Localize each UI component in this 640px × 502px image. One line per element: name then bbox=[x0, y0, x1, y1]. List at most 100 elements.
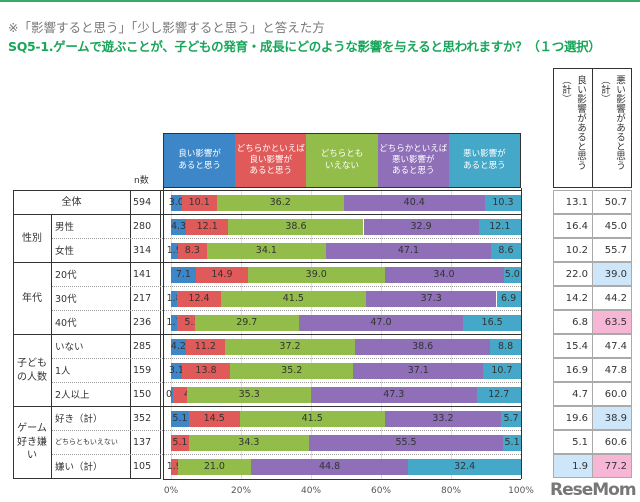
row-label: 40代 bbox=[55, 318, 77, 329]
bar-segment-label-2: 5.1 bbox=[172, 437, 188, 448]
bar-segment-3 bbox=[228, 219, 364, 235]
bar-segment-4 bbox=[311, 387, 477, 403]
bar-segment-4 bbox=[384, 411, 502, 427]
row-label: どちらともいえない bbox=[55, 438, 118, 446]
bar-segment-label-4: 37.3 bbox=[420, 293, 442, 304]
bar-segment-3 bbox=[188, 435, 309, 451]
row-divider bbox=[52, 286, 521, 287]
bad-total-value: 60.6 bbox=[592, 430, 632, 454]
row-divider bbox=[52, 238, 521, 239]
bar-segment-label-5: 8.6 bbox=[498, 245, 514, 256]
bar-segment-5 bbox=[483, 363, 521, 379]
bar-segment-5 bbox=[478, 219, 521, 235]
group-divider bbox=[13, 334, 521, 335]
bar-segment-1 bbox=[171, 387, 174, 403]
n-value: 217 bbox=[133, 292, 152, 304]
bar-segment-3 bbox=[194, 315, 299, 331]
bar-segment-label-4: 32.9 bbox=[410, 221, 432, 232]
row-divider bbox=[52, 454, 521, 455]
bar-segment-label-1: 3.1 bbox=[168, 365, 184, 376]
bar-segment-label-5: 12.7 bbox=[488, 389, 510, 400]
chart-border bbox=[521, 188, 522, 479]
bar-segment-1 bbox=[171, 219, 187, 235]
x-tick-label: 100% bbox=[508, 486, 534, 496]
bar-segment-label-5: 10.3 bbox=[492, 197, 514, 208]
bad-total-value: 63.5 bbox=[592, 310, 632, 334]
group-label: ゲーム 好き嫌 い bbox=[13, 406, 52, 478]
n-value: 352 bbox=[133, 412, 152, 424]
good-total-value: 4.7 bbox=[553, 382, 593, 406]
group-label: 子ども の人数 bbox=[13, 334, 52, 406]
n-value: 150 bbox=[133, 388, 152, 400]
bar-segment-label-4: 40.4 bbox=[403, 197, 425, 208]
bar-segment-4 bbox=[308, 435, 504, 451]
good-total-value: 13.1 bbox=[553, 190, 593, 214]
bad-total-value: 44.2 bbox=[592, 286, 632, 310]
bad-total-value: 55.7 bbox=[592, 238, 632, 262]
bar-segment-label-4: 34.0 bbox=[433, 269, 455, 280]
good-total-value: 15.4 bbox=[553, 334, 593, 358]
bar-segment-label-1: 1.8 bbox=[166, 293, 182, 304]
good-total-value: 6.8 bbox=[553, 310, 593, 334]
bar-segment-2 bbox=[185, 339, 225, 355]
bar-segment-label-3: 39.0 bbox=[305, 269, 327, 280]
row-divider bbox=[52, 310, 521, 311]
row-divider bbox=[52, 430, 521, 431]
n-value: 105 bbox=[133, 460, 152, 472]
bar-segment-2 bbox=[171, 459, 178, 475]
bar-segment-label-3: 41.5 bbox=[301, 413, 323, 424]
bar-segment-label-3: 41.5 bbox=[282, 293, 304, 304]
bar-segment-label-2: 11.2 bbox=[194, 341, 216, 352]
bar-segment-2 bbox=[181, 195, 217, 211]
question-title: SQ5-1.ゲームで遊ぶことが、子どもの発育・成長にどのような影響を与えると思わ… bbox=[8, 39, 601, 54]
bar-segment-label-5: 12.1 bbox=[489, 221, 511, 232]
resemom-watermark: ReseMom bbox=[550, 480, 637, 500]
bar-segment-label-4: 47.1 bbox=[397, 245, 420, 256]
group-divider bbox=[13, 406, 521, 407]
good-total-value: 1.9 bbox=[553, 454, 593, 478]
bad-total-value: 60.0 bbox=[592, 382, 632, 406]
bar-segment-1 bbox=[171, 339, 186, 355]
bar-segment-label-2: 13.8 bbox=[195, 365, 217, 376]
row-label: 1人 bbox=[55, 366, 71, 377]
row-label: 女性 bbox=[55, 246, 75, 257]
group-label: 全体 bbox=[13, 190, 130, 214]
x-tick-label: 0% bbox=[163, 486, 179, 496]
good-total-value: 16.9 bbox=[553, 358, 593, 382]
bar-segment-label-3: 35.3 bbox=[238, 389, 260, 400]
legend-item: どちらかといえば 良い影響が あると思う bbox=[235, 134, 307, 187]
bar-segment-label-4: 38.6 bbox=[412, 341, 434, 352]
n-value: 594 bbox=[133, 196, 152, 208]
bar-segment-4 bbox=[355, 339, 491, 355]
bar-segment-3 bbox=[220, 291, 366, 307]
bar-segment-4 bbox=[326, 243, 491, 259]
bad-total-value: 47.4 bbox=[592, 334, 632, 358]
bar-segment-label-3: 37.2 bbox=[279, 341, 301, 352]
bar-segment-label-5: 10.7 bbox=[491, 365, 513, 376]
bar-segment-label-2: 12.4 bbox=[188, 293, 210, 304]
chart-border bbox=[163, 188, 164, 479]
bad-total-value: 39.0 bbox=[592, 262, 632, 286]
bar-segment-label-5: 5.7 bbox=[503, 413, 519, 424]
bar-segment-5 bbox=[476, 387, 521, 403]
bar-segment-label-3: 34.3 bbox=[238, 437, 260, 448]
x-tick-label: 20% bbox=[230, 486, 252, 496]
bar-segment-label-2: 10.1 bbox=[188, 197, 210, 208]
bar-segment-label-4: 47.0 bbox=[370, 317, 392, 328]
good-total-header: 良い影響があると思う（計） bbox=[553, 68, 593, 188]
bar-segment-4 bbox=[353, 363, 484, 379]
bar-segment-label-5: 8.8 bbox=[498, 341, 514, 352]
bad-total-header: 悪い影響があると思う（計） bbox=[592, 68, 632, 188]
bar-segment-4 bbox=[384, 267, 504, 283]
n-value: 314 bbox=[133, 244, 152, 256]
group-divider bbox=[13, 190, 521, 191]
bar-segment-label-2: 8.3 bbox=[184, 245, 200, 256]
bar-segment-5 bbox=[490, 339, 521, 355]
row-divider bbox=[52, 358, 521, 359]
bar-segment-1 bbox=[171, 195, 182, 211]
bar-segment-3 bbox=[216, 195, 344, 211]
bar-segment-label-2: 14.9 bbox=[211, 269, 233, 280]
bar-segment-label-3: 21.0 bbox=[203, 461, 225, 472]
bar-segment-2 bbox=[176, 315, 195, 331]
n-value: 137 bbox=[133, 436, 152, 448]
